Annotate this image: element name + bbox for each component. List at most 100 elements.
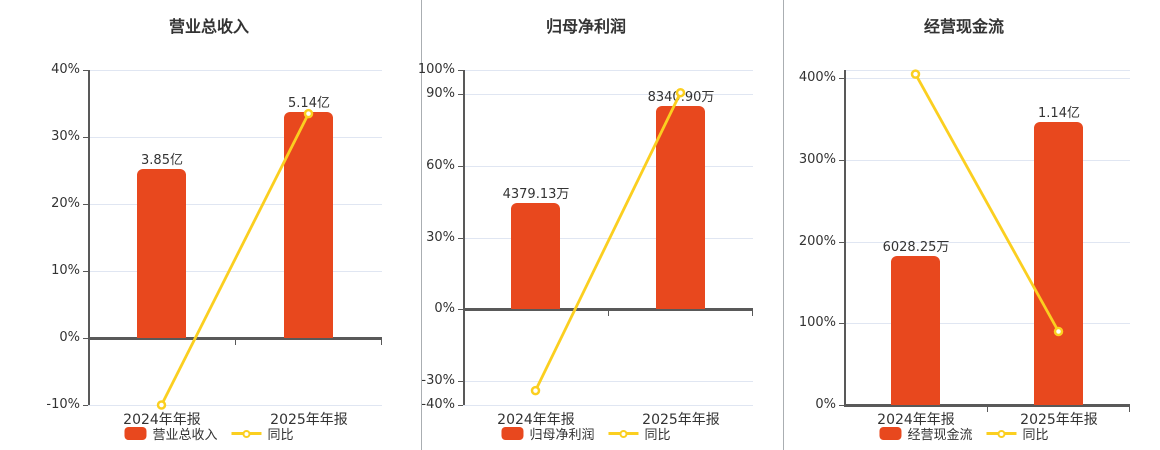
bar-value-label: 1.14亿 xyxy=(1038,106,1080,121)
bar[interactable] xyxy=(137,169,186,338)
bar[interactable] xyxy=(1034,122,1083,405)
bar[interactable] xyxy=(656,106,705,309)
y-axis-tick-label: 30% xyxy=(426,230,455,245)
y-axis-tick-label: 200% xyxy=(798,234,836,249)
y-axis-tick xyxy=(83,405,88,406)
y-axis-tick xyxy=(839,160,844,161)
y-axis-tick xyxy=(458,166,463,167)
gridline xyxy=(844,78,1130,79)
plot-area: -40% -30% 0% 30% 60% 90% 100% 4379.13万 2024年年报 83… xyxy=(418,62,753,428)
y-axis-tick xyxy=(83,204,88,205)
y-axis-tick xyxy=(458,238,463,239)
x-axis-tick xyxy=(381,340,382,345)
y-axis-tick-label: 300% xyxy=(798,152,836,167)
gridline xyxy=(88,70,382,71)
y-axis-tick-label: 30% xyxy=(51,129,80,144)
y-axis-tick-label: 100% xyxy=(798,315,836,330)
chart-title: 经营现金流 xyxy=(923,17,1005,36)
y-axis-tick xyxy=(839,242,844,243)
chart-title: 营业总收入 xyxy=(168,17,250,36)
x-axis-category-label: 2025年年报 xyxy=(642,412,720,428)
legend: 营业总收入 同比 xyxy=(124,424,294,443)
bar-value-label: 6028.25万 xyxy=(882,240,950,255)
legend: 归母净利润 同比 xyxy=(501,424,671,443)
x-axis-category-label: 2025年年报 xyxy=(1020,412,1098,428)
legend-line-ring-icon xyxy=(242,429,251,438)
y-axis-line xyxy=(844,70,846,405)
y-axis-tick xyxy=(839,323,844,324)
x-axis-tick xyxy=(987,407,988,412)
gridline xyxy=(88,204,382,205)
legend-line-label[interactable]: 同比 xyxy=(1022,428,1049,443)
y-axis-tick xyxy=(83,271,88,272)
chart-title: 归母净利润 xyxy=(545,17,627,36)
legend-line-ring-icon xyxy=(619,429,628,438)
plot-area: -10% 0% 10% 20% 30% 40% 3.85亿 2024年年报 5.14亿 2025年… xyxy=(46,62,382,428)
bar-value-label: 5.14亿 xyxy=(288,96,330,111)
panel-divider xyxy=(783,0,784,450)
legend-line-icon[interactable] xyxy=(231,429,262,438)
bar-value-label: 3.85亿 xyxy=(141,153,183,168)
y-axis-tick-label: -30% xyxy=(421,373,455,388)
gridline xyxy=(88,271,382,272)
y-axis-tick-label: 0% xyxy=(815,397,836,412)
gridline xyxy=(88,405,382,406)
gridline xyxy=(844,70,1130,71)
x-axis-tick xyxy=(752,311,753,316)
gridline xyxy=(88,137,382,138)
legend-bar-swatch-icon[interactable] xyxy=(501,427,524,440)
legend-line-icon[interactable] xyxy=(986,429,1017,438)
x-axis-category-label: 2024年年报 xyxy=(877,412,955,428)
bar[interactable] xyxy=(891,256,940,405)
legend-bar-swatch-icon[interactable] xyxy=(124,427,147,440)
x-axis-category-label: 2024年年报 xyxy=(497,412,575,428)
y-axis-tick-label: 0% xyxy=(434,301,455,316)
y-axis-tick-label: 400% xyxy=(798,70,836,85)
x-axis-tick xyxy=(1129,407,1130,412)
x-axis-tick xyxy=(608,311,609,316)
bar-value-label: 8340.90万 xyxy=(647,90,715,105)
y-axis-tick xyxy=(458,405,463,406)
y-axis-tick-label: 100% xyxy=(417,62,455,77)
legend-line-label[interactable]: 同比 xyxy=(267,428,294,443)
gridline xyxy=(844,323,1130,324)
gridline xyxy=(463,70,753,71)
legend-bar-label[interactable]: 经营现金流 xyxy=(907,428,973,443)
y-axis-line xyxy=(88,70,90,405)
bar[interactable] xyxy=(284,112,333,338)
bar-value-label: 4379.13万 xyxy=(502,187,570,202)
legend-bar-label[interactable]: 归母净利润 xyxy=(529,428,595,443)
y-axis-tick-label: 60% xyxy=(426,158,455,173)
y-axis-line xyxy=(463,70,465,405)
x-axis-category-label: 2025年年报 xyxy=(270,412,348,428)
gridline xyxy=(463,166,753,167)
gridline xyxy=(463,238,753,239)
x-axis-tick xyxy=(235,340,236,345)
plot-area: 0% 100% 200% 300% 400% 6028.25万 2024年年报 1.14亿 20… xyxy=(799,70,1130,428)
y-axis-tick-label: -40% xyxy=(421,397,455,412)
y-axis-tick xyxy=(83,70,88,71)
y-axis-tick-label: 0% xyxy=(59,330,80,345)
gridline xyxy=(463,405,753,406)
y-axis-tick-label: 10% xyxy=(51,263,80,278)
y-axis-tick-label: 20% xyxy=(51,196,80,211)
legend-bar-swatch-icon[interactable] xyxy=(879,427,902,440)
gridline xyxy=(844,160,1130,161)
legend-line-label[interactable]: 同比 xyxy=(644,428,671,443)
x-axis-category-label: 2024年年报 xyxy=(123,412,201,428)
x-axis-line xyxy=(844,404,1130,407)
y-axis-tick xyxy=(458,94,463,95)
bar[interactable] xyxy=(511,203,560,309)
y-axis-tick xyxy=(839,78,844,79)
legend-line-ring-icon xyxy=(997,429,1006,438)
y-axis-tick xyxy=(83,338,88,339)
legend-bar-label[interactable]: 营业总收入 xyxy=(152,428,218,443)
y-axis-tick xyxy=(458,70,463,71)
y-axis-tick xyxy=(83,137,88,138)
panel-divider xyxy=(421,0,422,450)
y-axis-tick xyxy=(458,309,463,310)
legend-line-icon[interactable] xyxy=(608,429,639,438)
y-axis-tick-label: -10% xyxy=(46,397,80,412)
gridline xyxy=(463,381,753,382)
